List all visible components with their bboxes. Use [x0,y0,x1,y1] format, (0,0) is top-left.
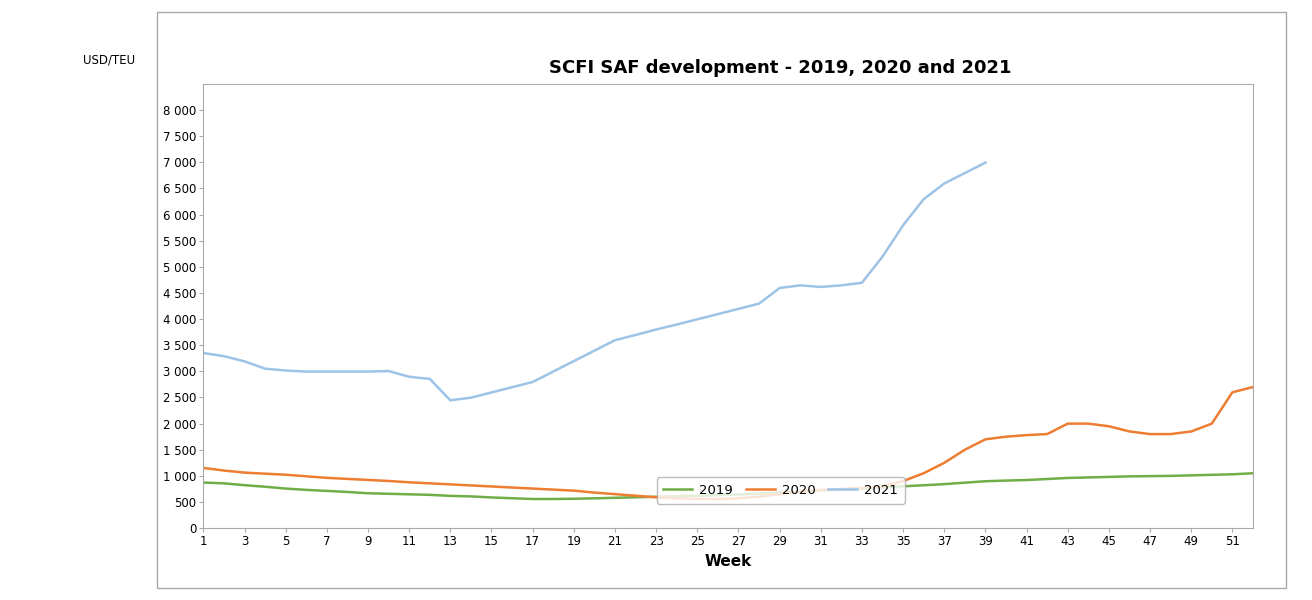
2021 [813,283,829,290]
2021 [319,368,335,375]
2021 [916,196,932,203]
X-axis label: Week: Week [705,553,752,569]
2021 [607,337,623,344]
2020 [710,496,726,503]
2020 [1245,383,1261,391]
2021 [463,394,479,401]
2021 [771,284,787,292]
2020 [689,496,705,503]
2021 [792,282,808,289]
2021 [401,373,417,380]
2021 [752,300,768,307]
2019 [895,483,911,490]
2020 [278,471,294,478]
2020 [854,484,870,491]
Legend: 2019, 2020, 2021: 2019, 2020, 2021 [657,478,904,503]
2021 [648,326,664,333]
2021 [442,397,458,404]
2020 [565,487,581,494]
2021 [956,169,972,176]
2021 [937,180,953,187]
2021 [977,159,993,166]
2021 [236,358,252,365]
2020 [895,478,911,485]
2021 [669,321,685,328]
Title: SCFI SAF development - 2019, 2020 and 2021: SCFI SAF development - 2019, 2020 and 20… [550,59,1012,77]
2021 [525,379,541,386]
2019 [710,491,726,499]
2021 [875,253,891,260]
2019 [278,485,294,492]
2021 [195,349,211,356]
2020 [1183,428,1199,435]
2020 [195,464,211,472]
2021 [484,389,500,396]
Line: 2019: 2019 [203,473,1253,499]
2019 [586,495,602,502]
2021 [298,368,314,375]
2021 [854,279,870,286]
2021 [689,316,705,323]
2021 [340,368,356,375]
2021 [731,305,747,313]
2021 [504,383,520,391]
2021 [278,367,294,374]
2021 [565,358,581,365]
2021 [216,353,232,360]
2019 [1183,472,1199,479]
2019 [854,485,870,492]
2021 [627,331,643,338]
2021 [422,375,438,382]
2021 [586,347,602,354]
2021 [359,368,375,375]
2021 [895,221,911,229]
2019 [195,479,211,486]
2019 [525,496,541,503]
2021 [257,365,273,372]
Line: 2021: 2021 [203,163,985,400]
Text: USD/TEU: USD/TEU [83,53,135,66]
Line: 2020: 2020 [203,387,1253,499]
2021 [380,367,396,374]
2019 [1245,470,1261,477]
2021 [546,368,562,375]
2021 [710,310,726,317]
2021 [833,282,849,289]
